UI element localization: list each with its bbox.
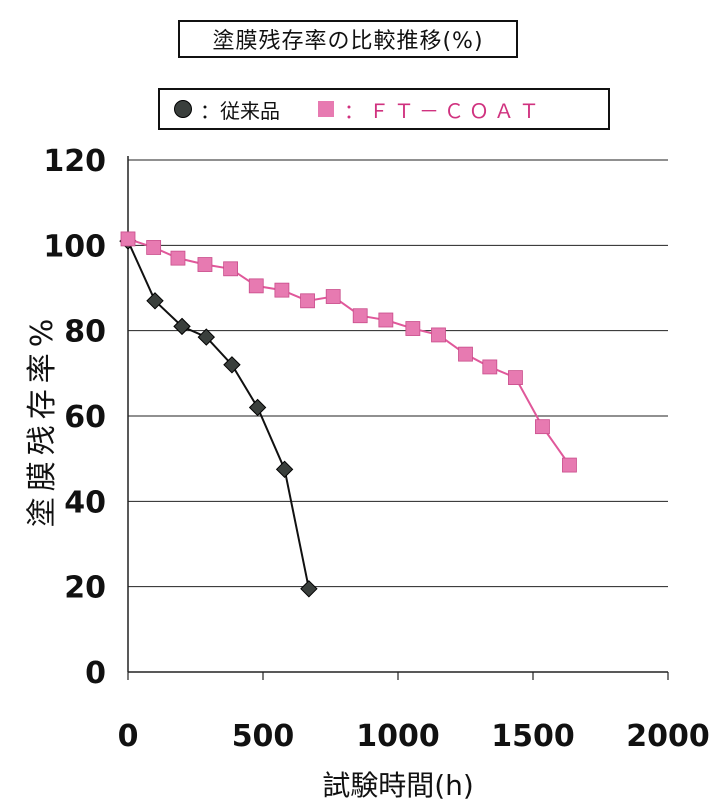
y-tick-label: 0 <box>85 656 106 691</box>
x-tick-label: 2000 <box>626 719 710 754</box>
square-marker-icon <box>318 101 334 117</box>
data-point-conventional <box>275 460 294 479</box>
data-point-conventional <box>248 398 267 417</box>
data-point-conventional <box>173 317 191 336</box>
data-point-ft-coat <box>170 250 186 266</box>
data-point-ft-coat <box>325 289 341 304</box>
y-tick-label: 100 <box>43 229 106 264</box>
x-tick-label: 1500 <box>491 719 575 754</box>
legend-item-ft-coat: ：ＦＴ－ＣＯＡＴ <box>318 95 544 124</box>
y-tick-label: 40 <box>64 485 106 520</box>
data-point-ft-coat <box>535 419 550 435</box>
legend-label-ft-coat: ：ＦＴ－ＣＯＡＴ <box>344 98 544 123</box>
chart-title: 塗膜残存率の比較推移(%) <box>178 20 518 58</box>
data-point-ft-coat <box>508 370 523 386</box>
data-point-ft-coat <box>482 359 498 375</box>
y-tick-label: 60 <box>64 400 106 435</box>
y-axis-title: 塗膜残存率% <box>25 313 60 528</box>
y-tick-label: 120 <box>43 144 106 179</box>
data-point-ft-coat <box>562 457 577 473</box>
legend-item-conventional: ：従来品 <box>174 95 280 124</box>
data-point-ft-coat <box>405 321 421 336</box>
data-point-conventional <box>300 580 318 598</box>
data-point-ft-coat <box>431 327 446 343</box>
series-line <box>127 237 571 466</box>
data-point-ft-coat <box>223 261 239 277</box>
y-tick-label: 80 <box>64 315 106 350</box>
data-point-ft-coat <box>352 308 368 324</box>
x-tick-label: 1000 <box>356 719 440 754</box>
data-point-conventional <box>197 328 216 346</box>
data-point-ft-coat <box>197 257 213 272</box>
chart-legend: ：従来品 ：ＦＴ－ＣＯＡＴ <box>158 88 610 130</box>
data-point-ft-coat <box>120 231 136 247</box>
x-tick-label: 500 <box>232 719 295 754</box>
data-point-ft-coat <box>274 282 290 298</box>
data-point-ft-coat <box>146 240 162 255</box>
data-point-conventional <box>223 356 241 374</box>
legend-label-conventional: ：従来品 <box>200 98 280 123</box>
y-tick-label: 20 <box>64 571 106 606</box>
data-point-conventional <box>146 292 164 310</box>
circle-marker-icon <box>174 100 192 118</box>
data-point-ft-coat <box>248 278 264 294</box>
data-point-ft-coat <box>300 293 315 309</box>
x-tick-label: 0 <box>118 719 139 754</box>
data-point-ft-coat <box>458 346 473 362</box>
x-axis-title: 試験時間(h) <box>322 769 474 802</box>
data-point-ft-coat <box>378 312 394 328</box>
series-line <box>127 240 310 589</box>
